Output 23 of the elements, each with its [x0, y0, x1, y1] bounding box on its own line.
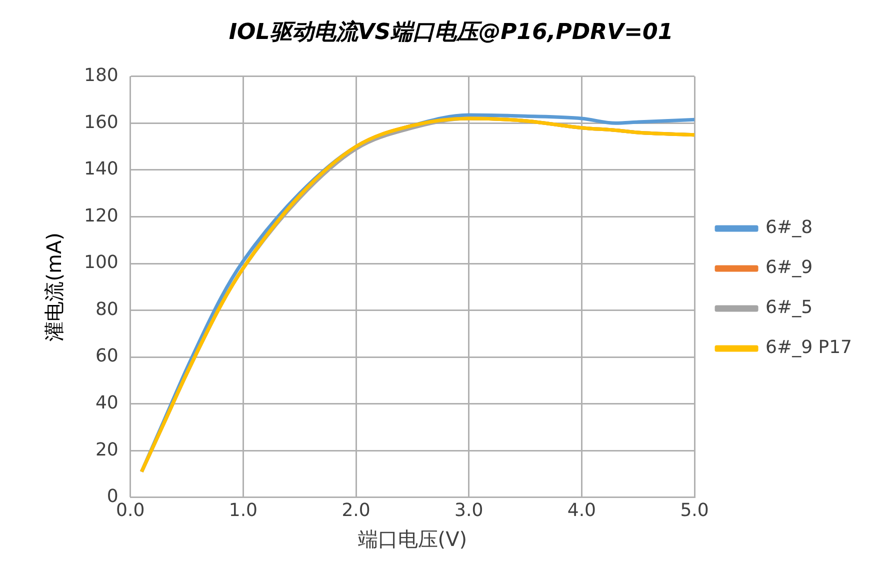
- y-tick-label: 40: [95, 392, 118, 414]
- y-tick-label: 0: [106, 486, 118, 508]
- y-tick-label: 80: [95, 298, 118, 320]
- x-tick-label: 1.0: [228, 500, 258, 521]
- chart-title: IOL驱动电流VS端口电压@P16,PDRV=01: [228, 18, 674, 45]
- legend-label: 6#_9: [766, 257, 813, 278]
- y-tick-label: 120: [84, 205, 118, 226]
- y-tick-label: 160: [84, 112, 118, 133]
- x-tick-label: 2.0: [342, 500, 370, 521]
- y-tick-label: 140: [84, 158, 118, 180]
- legend-label: 6#_9 P17: [766, 337, 852, 358]
- y-axis-title: 灌电流(mA): [42, 232, 66, 342]
- legend-label: 6#_8: [766, 217, 813, 238]
- y-tick-label: 60: [95, 346, 118, 367]
- x-tick-label: 5.0: [680, 500, 709, 521]
- x-tick-label: 0.0: [116, 500, 145, 521]
- y-tick-label: 180: [84, 65, 118, 86]
- legend-label: 6#_5: [766, 297, 813, 318]
- x-tick-label: 3.0: [454, 500, 484, 521]
- x-tick-label: 4.0: [567, 500, 596, 521]
- x-axis-title: 端口电压(V): [358, 527, 468, 552]
- y-tick-label: 100: [84, 252, 118, 274]
- y-tick-label: 20: [95, 439, 118, 460]
